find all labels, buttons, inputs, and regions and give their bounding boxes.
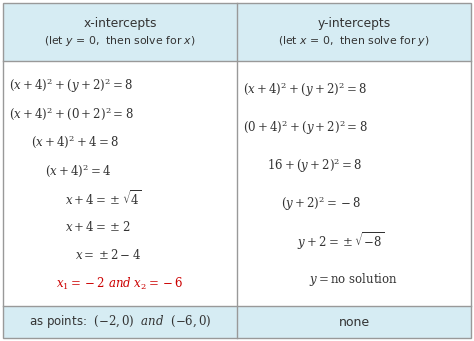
Text: $\left(0+4\right)^{2}+\left(y+2\right)^{2}=8$: $\left(0+4\right)^{2}+\left(y+2\right)^{… [243, 118, 368, 137]
Text: as points:  $(-2,0)$  $\mathit{and}$  $(-6,0)$: as points: $(-2,0)$ $\mathit{and}$ $(-6,… [29, 313, 211, 330]
Bar [3, 306, 471, 338]
Text: (let $x$ = 0,  then solve for $y$): (let $x$ = 0, then solve for $y$) [278, 34, 430, 48]
Text: $\left(x+4\right)^{2}+\left(y+2\right)^{2}=8$: $\left(x+4\right)^{2}+\left(y+2\right)^{… [243, 80, 367, 99]
Text: $\left(x+4\right)^{2}+\left(0+2\right)^{2}=8$: $\left(x+4\right)^{2}+\left(0+2\right)^{… [9, 105, 134, 122]
Text: $\left(x+4\right)^{2}=4$: $\left(x+4\right)^{2}=4$ [45, 162, 111, 179]
Text: x-intercepts: x-intercepts [83, 16, 157, 30]
Text: $x_1=-2\ \mathit{and}\ x_2=-6$: $x_1=-2\ \mathit{and}\ x_2=-6$ [56, 276, 184, 292]
Text: $x=\pm2-4$: $x=\pm2-4$ [75, 249, 141, 263]
Bar [3, 61, 471, 306]
Text: y-intercepts: y-intercepts [318, 16, 391, 30]
Text: (let $y$ = 0,  then solve for $x$): (let $y$ = 0, then solve for $x$) [44, 34, 196, 48]
Text: $16+\left(y+2\right)^{2}=8$: $16+\left(y+2\right)^{2}=8$ [267, 156, 363, 175]
Text: $y+2=\pm\sqrt{-8}$: $y+2=\pm\sqrt{-8}$ [297, 231, 384, 252]
Text: $\left(x+4\right)^{2}+\left(y+2\right)^{2}=8$: $\left(x+4\right)^{2}+\left(y+2\right)^{… [9, 76, 133, 95]
Text: $y=\mathrm{no\ solution}$: $y=\mathrm{no\ solution}$ [309, 270, 398, 287]
Text: $x+4=\pm2$: $x+4=\pm2$ [65, 220, 130, 234]
Text: none: none [338, 315, 370, 328]
Text: $\left(y+2\right)^{2}=-8$: $\left(y+2\right)^{2}=-8$ [281, 194, 362, 213]
Text: $\left(x+4\right)^{2}+4=8$: $\left(x+4\right)^{2}+4=8$ [31, 133, 119, 150]
Text: $x+4=\pm\sqrt{4}$: $x+4=\pm\sqrt{4}$ [65, 189, 142, 208]
Bar [3, 3, 471, 61]
